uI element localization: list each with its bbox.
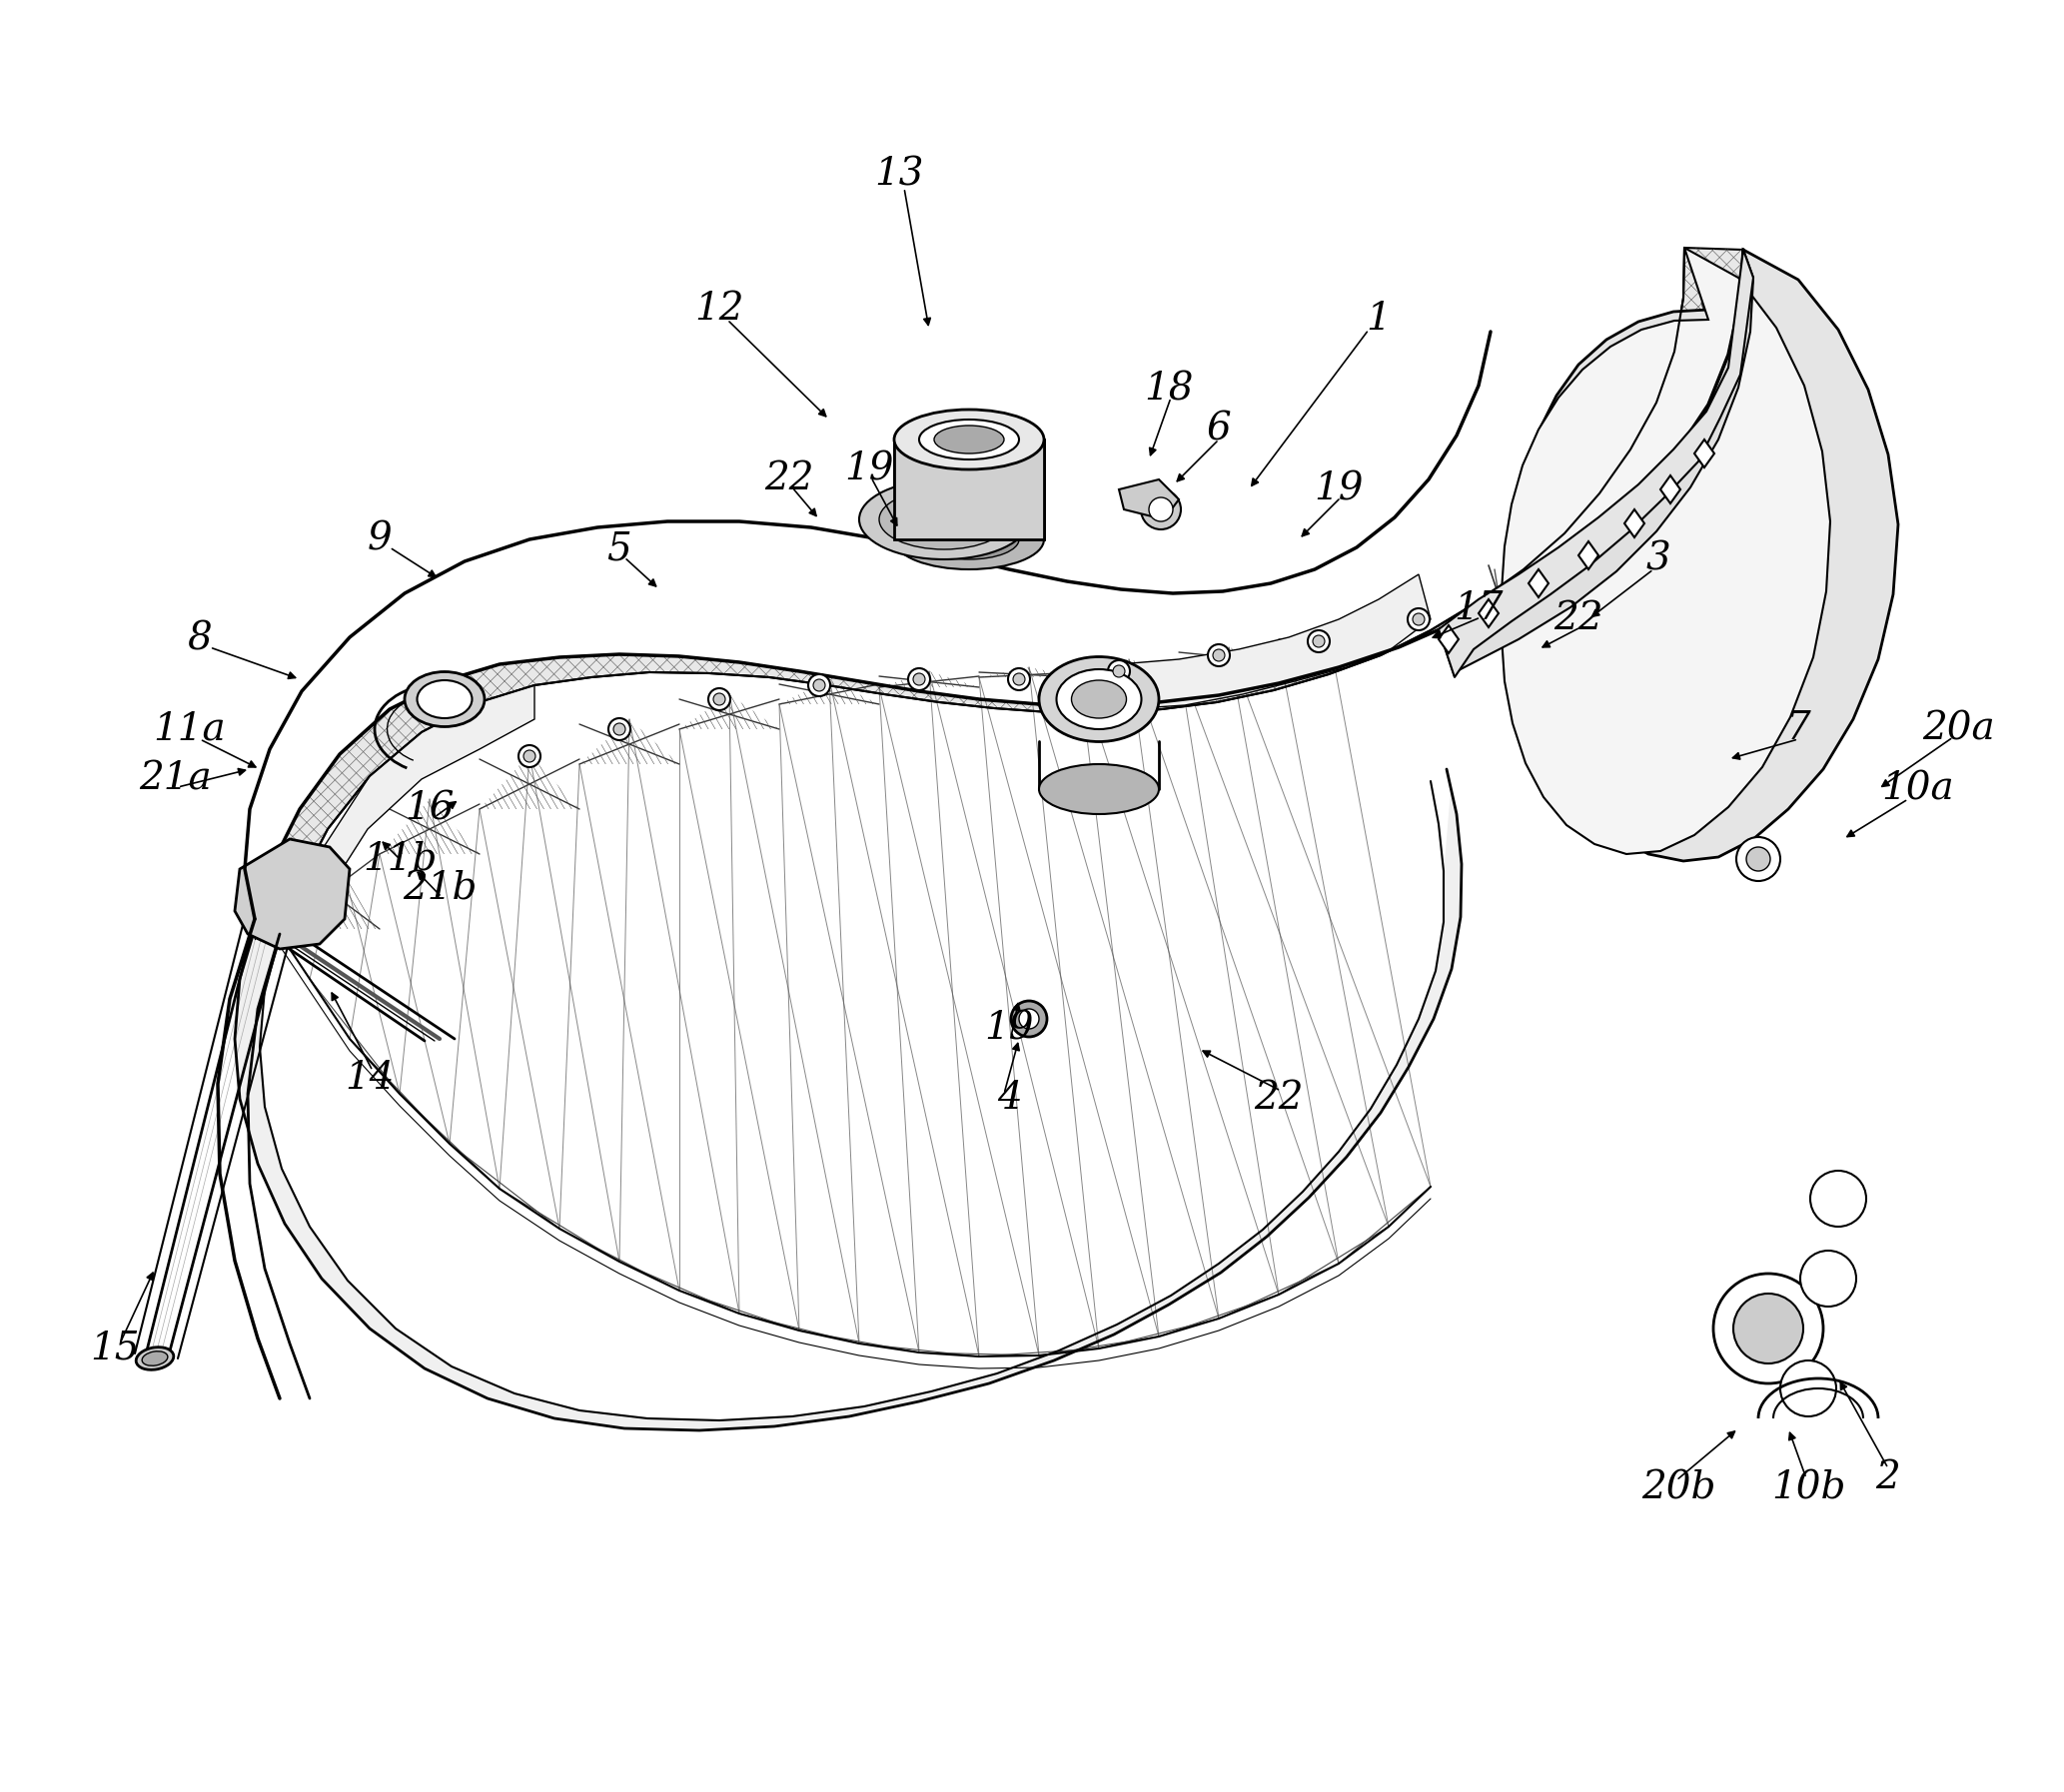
Circle shape: [1810, 1170, 1866, 1228]
Circle shape: [613, 724, 625, 735]
Text: 19: 19: [985, 1011, 1034, 1047]
Text: 4: 4: [997, 1081, 1022, 1116]
Circle shape: [1207, 645, 1230, 667]
Text: 15: 15: [91, 1330, 140, 1367]
Ellipse shape: [1071, 681, 1127, 719]
Polygon shape: [254, 247, 1744, 934]
Text: 21b: 21b: [402, 871, 477, 907]
Circle shape: [708, 688, 731, 710]
Ellipse shape: [417, 681, 473, 719]
Text: 14: 14: [345, 1061, 394, 1097]
Circle shape: [1011, 1002, 1046, 1038]
Ellipse shape: [142, 1351, 167, 1366]
Circle shape: [1800, 1251, 1856, 1306]
Circle shape: [1412, 613, 1424, 625]
Text: 20b: 20b: [1641, 1469, 1715, 1507]
Text: 3: 3: [1645, 541, 1670, 577]
Text: 10b: 10b: [1771, 1469, 1845, 1507]
Text: 8: 8: [188, 620, 213, 658]
Circle shape: [1713, 1274, 1823, 1383]
Ellipse shape: [136, 1348, 173, 1369]
Circle shape: [1746, 848, 1771, 871]
Ellipse shape: [935, 425, 1003, 453]
Polygon shape: [894, 439, 1044, 539]
Circle shape: [908, 668, 931, 690]
Polygon shape: [1478, 599, 1498, 627]
Text: 22: 22: [764, 461, 813, 498]
Text: 11a: 11a: [153, 711, 227, 747]
Polygon shape: [1695, 439, 1715, 468]
Polygon shape: [297, 685, 535, 939]
Polygon shape: [1515, 249, 1899, 860]
Text: 19: 19: [1315, 471, 1364, 507]
Circle shape: [1734, 1294, 1804, 1364]
Circle shape: [1313, 636, 1325, 647]
Polygon shape: [1119, 480, 1179, 520]
Circle shape: [1112, 665, 1125, 677]
Circle shape: [1781, 1360, 1837, 1416]
Text: 9: 9: [367, 521, 392, 557]
Ellipse shape: [1038, 656, 1158, 742]
Polygon shape: [1453, 249, 1752, 668]
Polygon shape: [1659, 475, 1680, 504]
Circle shape: [1408, 607, 1430, 631]
Polygon shape: [1624, 509, 1645, 538]
Text: 21a: 21a: [138, 760, 211, 797]
Polygon shape: [235, 769, 1461, 1430]
Circle shape: [809, 674, 830, 697]
Ellipse shape: [1057, 668, 1141, 729]
Circle shape: [1214, 649, 1224, 661]
Text: 17: 17: [1453, 591, 1503, 627]
Text: 5: 5: [607, 530, 632, 568]
Text: 6: 6: [1207, 410, 1232, 448]
Circle shape: [714, 694, 724, 706]
Circle shape: [609, 719, 630, 740]
Circle shape: [813, 679, 826, 692]
Text: 2: 2: [1876, 1460, 1901, 1496]
Circle shape: [1020, 1009, 1038, 1029]
Ellipse shape: [859, 480, 1030, 559]
Text: 11b: 11b: [363, 840, 438, 878]
Text: 20a: 20a: [1922, 711, 1994, 747]
Polygon shape: [1119, 575, 1430, 710]
Circle shape: [1013, 674, 1026, 685]
Ellipse shape: [1038, 763, 1158, 814]
Circle shape: [1007, 668, 1030, 690]
Ellipse shape: [918, 419, 1020, 459]
Circle shape: [1309, 631, 1329, 652]
Polygon shape: [1439, 249, 1752, 677]
Text: 12: 12: [696, 290, 743, 328]
Text: 18: 18: [1143, 371, 1193, 409]
Circle shape: [1150, 498, 1172, 521]
Polygon shape: [1439, 625, 1459, 654]
Text: 1: 1: [1366, 301, 1391, 339]
Polygon shape: [235, 839, 349, 950]
Text: 19: 19: [844, 452, 894, 487]
Text: 13: 13: [875, 156, 925, 194]
Polygon shape: [1579, 541, 1598, 570]
Ellipse shape: [918, 520, 1020, 559]
Text: 22: 22: [1554, 600, 1604, 638]
Text: 22: 22: [1255, 1081, 1304, 1116]
Text: 16: 16: [405, 790, 454, 828]
Circle shape: [518, 745, 541, 767]
Ellipse shape: [405, 672, 485, 728]
Text: 7: 7: [1785, 711, 1810, 747]
Circle shape: [524, 751, 535, 762]
Circle shape: [912, 674, 925, 685]
Ellipse shape: [894, 410, 1044, 470]
Polygon shape: [1501, 247, 1831, 855]
Circle shape: [1141, 489, 1181, 529]
Circle shape: [1736, 837, 1781, 882]
Text: 10a: 10a: [1882, 771, 1955, 808]
Ellipse shape: [879, 489, 1009, 550]
Polygon shape: [260, 631, 1461, 1421]
Ellipse shape: [894, 509, 1044, 570]
Polygon shape: [1529, 570, 1548, 597]
Circle shape: [1108, 659, 1129, 683]
